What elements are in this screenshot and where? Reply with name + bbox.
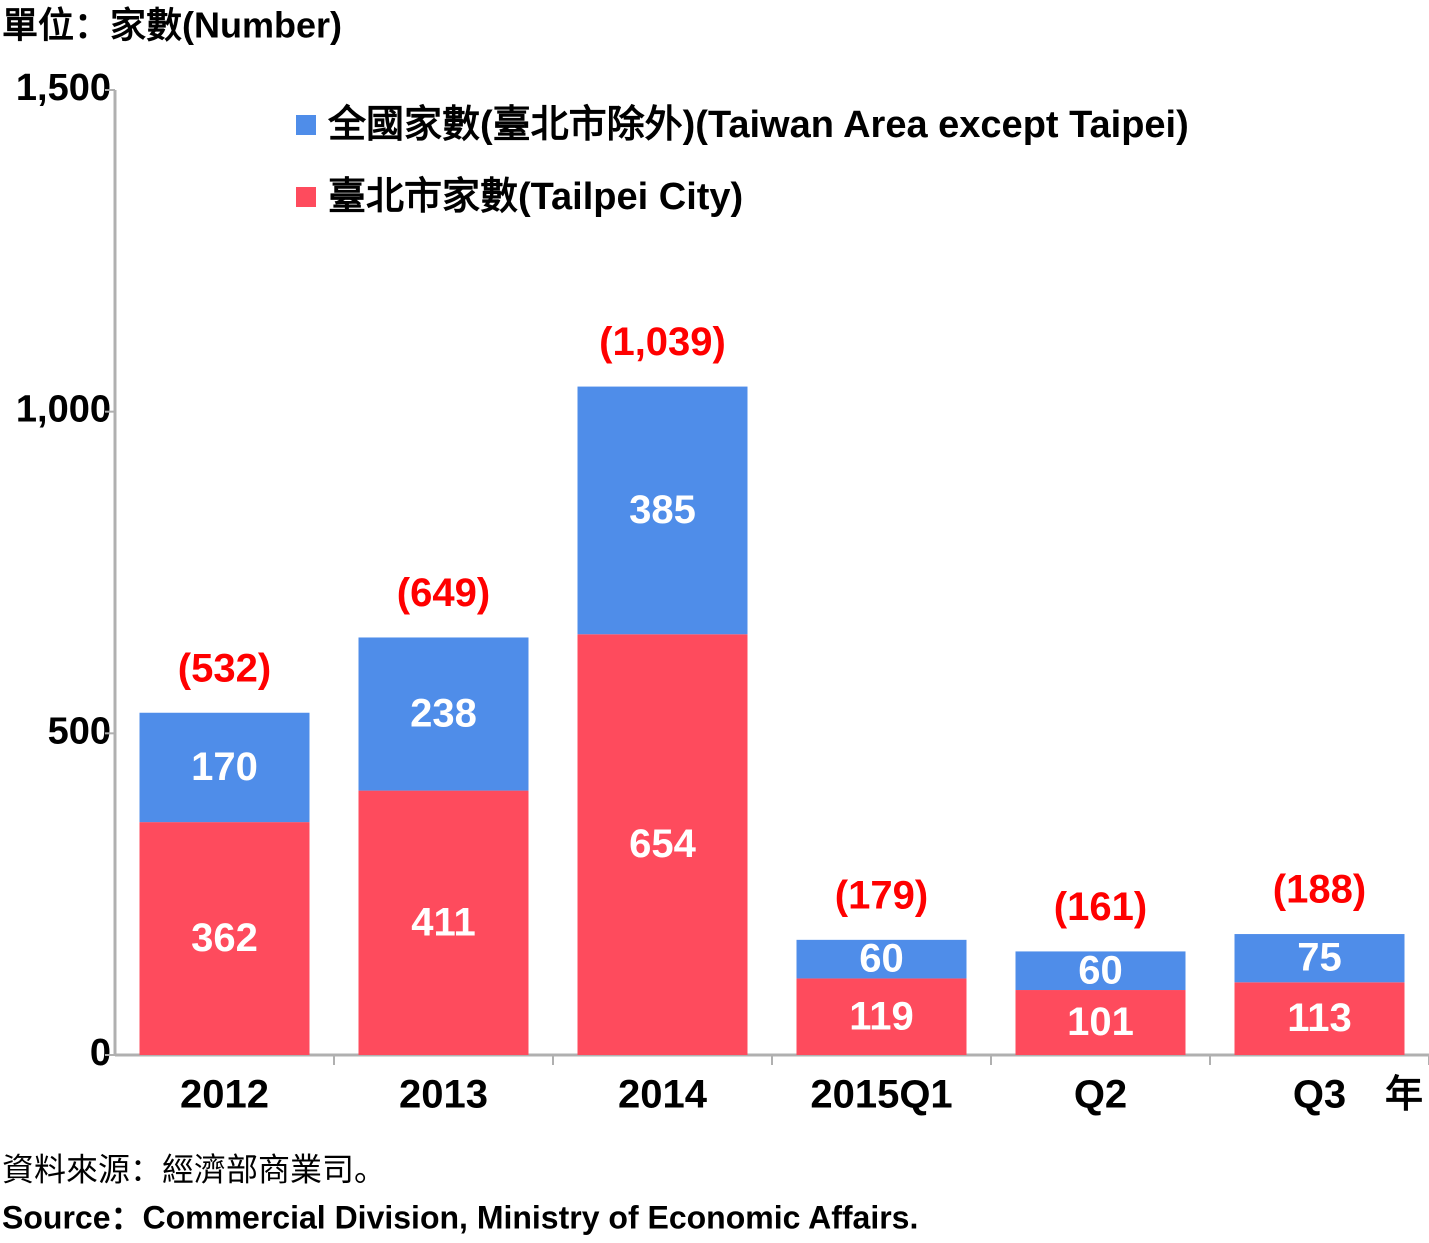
x-tick-label: Q2: [1074, 1073, 1127, 1117]
source-line: 資料來源：經濟部商業司。: [2, 1151, 386, 1187]
y-tick-label: 1,000: [16, 389, 111, 431]
total-label: (179): [835, 873, 928, 917]
y-tick-label: 500: [48, 710, 111, 752]
data-label: 411: [411, 900, 476, 944]
data-label: 362: [191, 916, 258, 960]
bar-segment: [577, 634, 748, 1055]
total-label: (188): [1273, 868, 1366, 912]
x-tick-label: 2013: [399, 1073, 488, 1117]
total-label: (1,039): [599, 320, 726, 364]
legend-swatch: [296, 187, 316, 207]
bar-segment: [796, 939, 967, 979]
bar-segment: [358, 790, 529, 1055]
y-tick-label: 0: [90, 1032, 111, 1074]
bar-segment: [577, 386, 748, 635]
data-label: 101: [1067, 1000, 1134, 1044]
data-label: 170: [191, 745, 258, 789]
data-label: 75: [1297, 936, 1342, 980]
x-tick-label: 2012: [180, 1073, 269, 1117]
unit-label: 單位：家數(Number): [2, 5, 342, 46]
bar-segment: [139, 822, 310, 1055]
total-label: (161): [1054, 885, 1147, 929]
total-label: (532): [178, 646, 271, 690]
x-tick-label: 2014: [618, 1073, 708, 1117]
data-label: 385: [629, 488, 696, 532]
data-label: 60: [859, 937, 904, 981]
bar-segment: [796, 978, 967, 1055]
x-tick-label: Q3: [1293, 1073, 1346, 1117]
x-unit: 年: [1385, 1074, 1423, 1116]
legend-swatch: [296, 115, 316, 135]
bar-segment: [358, 637, 529, 791]
legend-label: 全國家數(臺北市除外)(Taiwan Area except Taipei): [327, 103, 1189, 146]
x-tick-label: 2015Q1: [810, 1073, 952, 1117]
data-label: 654: [629, 822, 696, 866]
total-label: (649): [397, 571, 490, 615]
bar-segment: [1015, 951, 1186, 991]
bar-segment: [1015, 990, 1186, 1055]
y-tick-label: 1,500: [16, 67, 111, 109]
data-label: 119: [849, 994, 914, 1038]
legend-label: 臺北市家數(Tailpei City): [328, 176, 743, 218]
bar-segment: [1234, 934, 1405, 983]
bar-segment: [139, 712, 310, 823]
bar-segment: [1234, 982, 1405, 1055]
source-line: Source：Commercial Division, Ministry of …: [2, 1199, 918, 1235]
data-label: 238: [410, 692, 477, 736]
data-label: 60: [1078, 948, 1123, 992]
data-label: 113: [1287, 996, 1352, 1040]
